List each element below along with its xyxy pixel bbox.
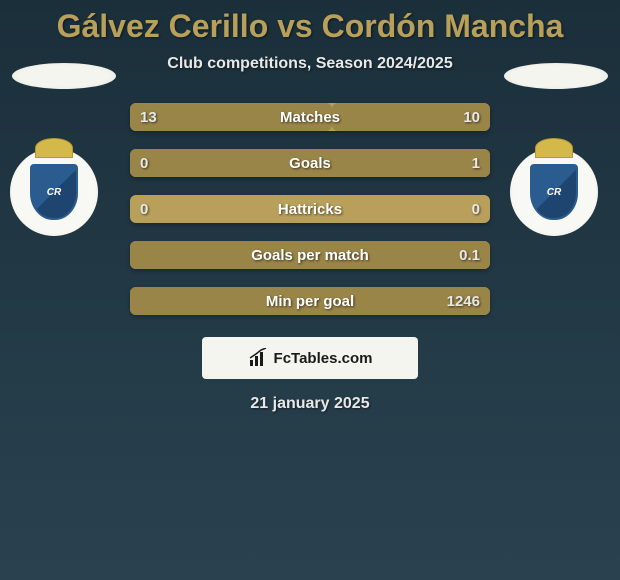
- stat-value-left: 13: [140, 109, 157, 126]
- stat-rows: 13Matches100Goals10Hattricks0Goals per m…: [130, 103, 490, 315]
- stat-value-left: 0: [140, 201, 148, 218]
- player-photo-right: [504, 63, 608, 89]
- stat-row: 13 Matches 10: [130, 103, 490, 131]
- stat-value-left: 0: [140, 155, 148, 172]
- date-label: 21 january 2025: [20, 395, 600, 413]
- stat-value-right: 1: [472, 155, 480, 172]
- shield-icon: CR: [30, 164, 78, 220]
- chart-icon: [248, 348, 268, 368]
- stat-value-right: 1246: [447, 293, 480, 310]
- shield-icon: CR: [530, 164, 578, 220]
- page-title: Gálvez Cerillo vs Cordón Mancha: [20, 0, 600, 45]
- stat-label: Matches: [280, 109, 340, 126]
- brand-text: FcTables.com: [274, 350, 373, 367]
- stat-row: Min per goal 1246: [130, 287, 490, 315]
- brand-logo[interactable]: FcTables.com: [202, 337, 418, 379]
- stat-label: Goals per match: [251, 247, 369, 264]
- player-photo-left: [12, 63, 116, 89]
- stat-label: Goals: [289, 155, 331, 172]
- stat-value-right: 10: [463, 109, 480, 126]
- stat-row: 0 Goals 1: [130, 149, 490, 177]
- stat-value-right: 0: [472, 201, 480, 218]
- stats-area: CR CR 13Matches100Goals10Hattricks0Goals…: [20, 103, 600, 315]
- stat-row: 0 Hattricks 0: [130, 195, 490, 223]
- stat-value-right: 0.1: [459, 247, 480, 264]
- club-badge-left: CR: [10, 148, 110, 248]
- stat-label: Hattricks: [278, 201, 342, 218]
- stat-row: Goals per match 0.1: [130, 241, 490, 269]
- club-badge-right: CR: [510, 148, 610, 248]
- stat-label: Min per goal: [266, 293, 354, 310]
